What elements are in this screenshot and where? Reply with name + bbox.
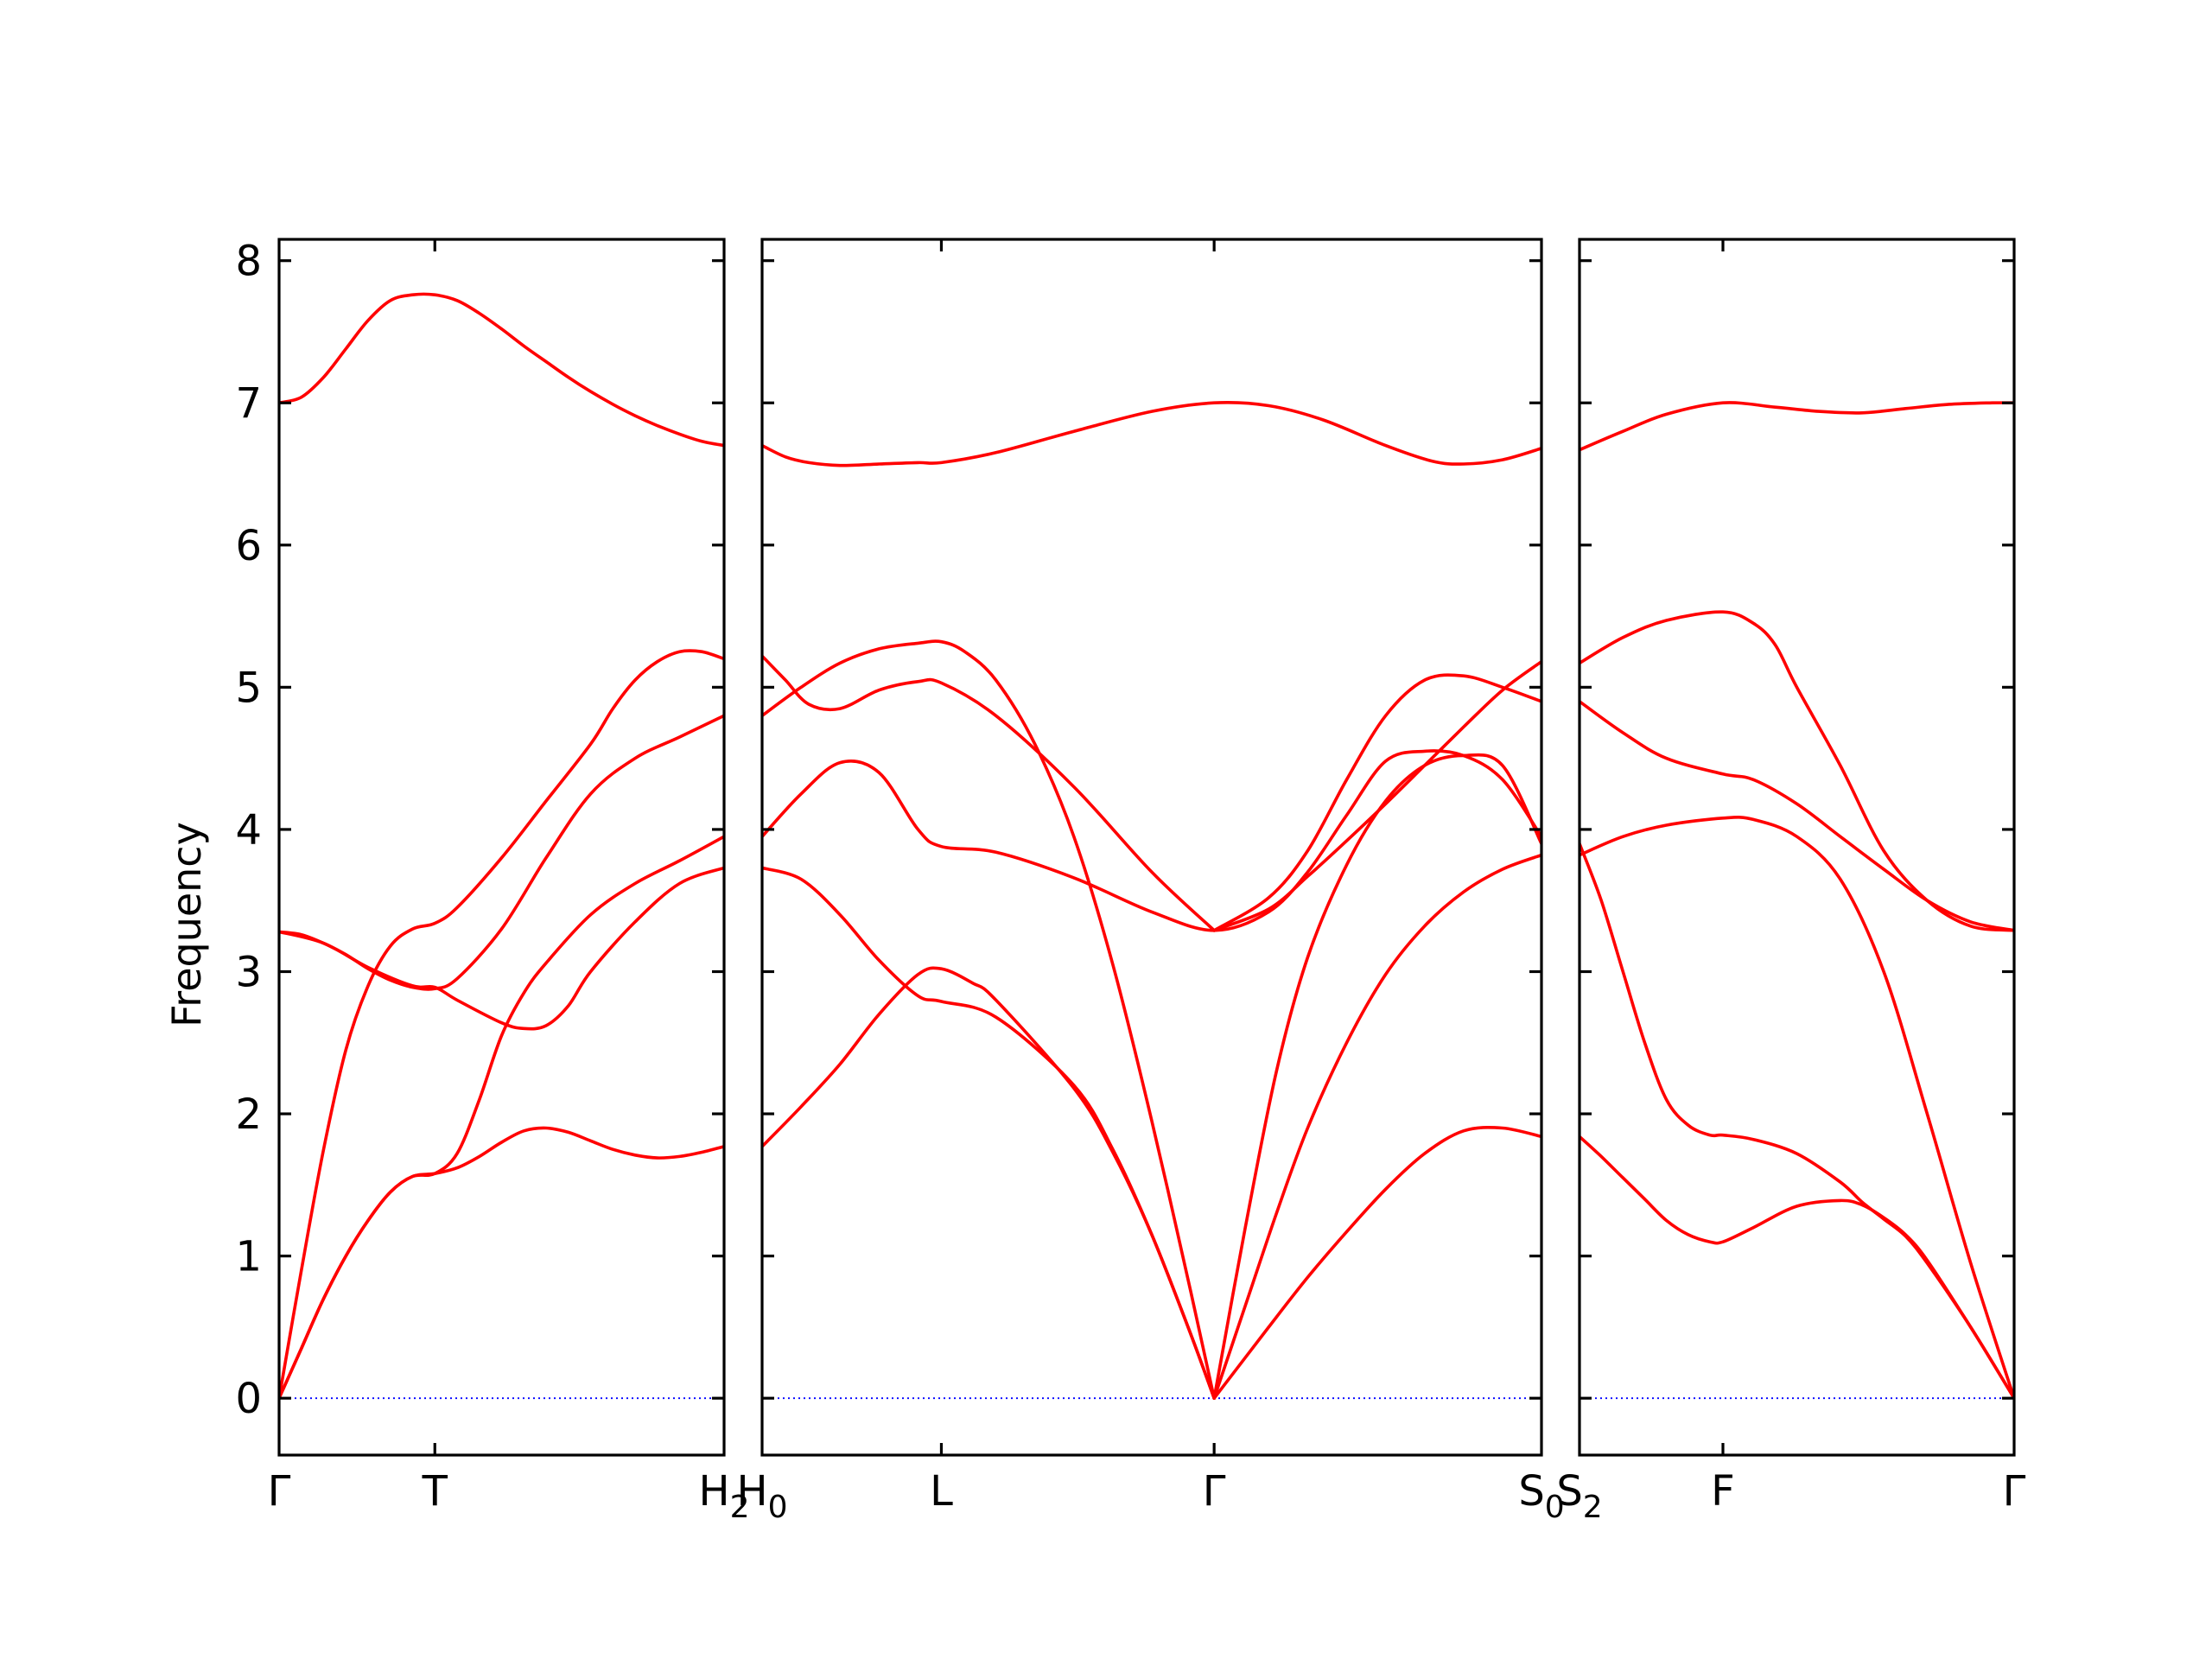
phonon-band-1 [762,400,1541,467]
phonon-band-6 [1580,1135,2014,1400]
x-tick-label: F [1711,1467,1735,1516]
phonon-band-9 [1212,753,1541,1400]
y-tick-label: 7 [235,379,262,428]
panel-frame [760,238,1543,1457]
x-tick-label: Γ [2003,1467,2026,1516]
phonon-band-8 [762,966,1216,1400]
x-tick-label: Γ [1203,1467,1226,1516]
phonon-band-4 [762,749,1541,932]
y-tick-label: 6 [235,522,262,570]
x-tick-label: Γ [268,1467,291,1516]
x-tick-label: T [422,1467,448,1516]
phonon-band-5 [1212,673,1541,932]
phonon-band-5 [1580,842,2014,1400]
phonon-band-2 [279,649,724,1400]
y-tick-label: 2 [235,1090,262,1139]
y-tick-label: 0 [235,1375,262,1423]
phonon-band-4 [1580,816,2014,1400]
phonon-band-3 [1580,700,2014,932]
band-group [762,400,1541,1400]
phonon-band-5 [279,835,724,1400]
band-group [279,292,724,1400]
phonon-band-10 [1212,853,1541,1400]
x-tick-label-subscript: 0 [1545,1490,1565,1525]
x-tick-label: L [930,1467,953,1516]
y-tick-label: 5 [235,664,262,712]
phonon-band-6 [279,1126,724,1400]
y-tick-label: 8 [235,238,262,286]
phonon-band-2 [1580,610,2014,932]
band-group [1580,401,2014,1400]
phonon-band-4 [279,866,724,1031]
phonon-band-7 [762,866,1216,1400]
phonon-band-11 [1212,1125,1541,1400]
phonon-band-1 [1580,401,2014,452]
panel-frame [277,238,726,1457]
x-tick-label-subscript: 0 [768,1490,788,1525]
phonon-band-3 [762,654,1216,932]
y-tick-label: 1 [235,1233,262,1281]
phonon-band-2 [762,639,1216,1400]
x-tick-label-subscript: 2 [1583,1490,1603,1525]
phonon-band-1 [279,292,724,448]
phonon-band-6 [1212,659,1541,932]
panel-frame [1578,238,2016,1457]
phonon-band-3 [279,714,724,991]
panel-2: H0 L Γ S0 [737,238,1565,1525]
y-tick-label: 4 [235,806,262,855]
y-tick-label: 3 [235,948,262,996]
y-axis-label: Frequency [163,822,210,1027]
panel-3: S2 F Γ [1556,238,2026,1525]
x-tick-label-subscript: 2 [730,1490,750,1525]
